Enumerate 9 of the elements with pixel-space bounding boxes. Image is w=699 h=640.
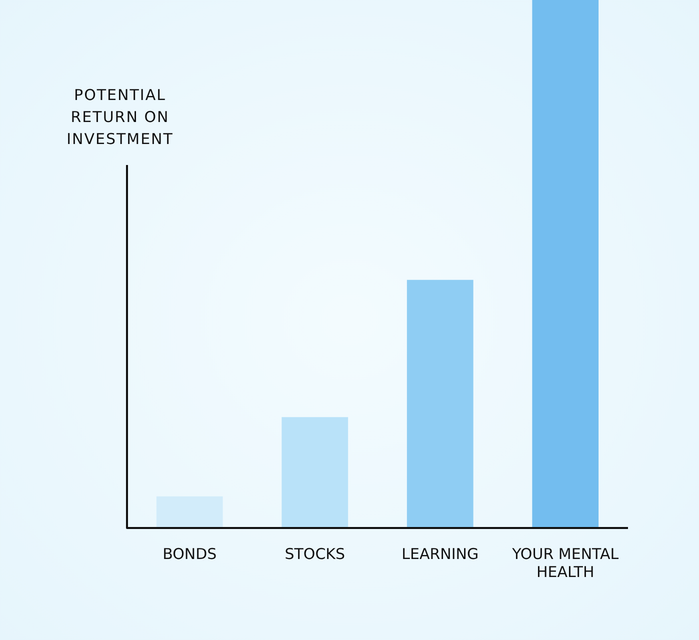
bar	[156, 496, 223, 528]
x-tick-label: STOCKS	[284, 544, 346, 563]
x-tick-label: YOUR MENTAL HEALTH	[511, 544, 620, 581]
x-tick-label: LEARNING	[402, 544, 479, 563]
bar	[406, 280, 474, 528]
bar	[282, 417, 348, 528]
bar	[532, 0, 599, 528]
y-axis-title: POTENTIAL RETURN ON INVESTMENT	[66, 85, 174, 150]
x-tick-label: BONDS	[162, 544, 217, 563]
